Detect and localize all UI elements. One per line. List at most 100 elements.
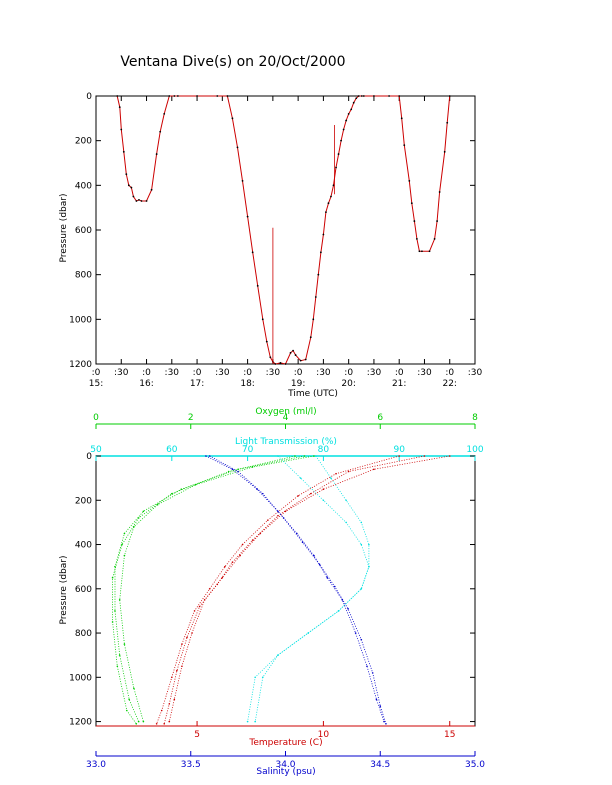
salinity-point-1-4 [301,541,304,544]
pressure-point-8 [135,200,138,202]
x-tick-label-2: :0 [142,368,151,378]
oxygen-profile-1 [112,455,296,725]
salinity-point-0-11 [383,720,385,723]
temperature-point-0-2 [322,488,325,490]
y-tick-label-3: 600 [75,226,92,236]
salinity-axis-label: Salinity (psu) [256,767,315,777]
pressure-point-53 [342,128,345,131]
transmission-point-1-8 [307,632,310,634]
x-tick-label-6: :0 [243,368,252,378]
temperature-point-0-5 [239,554,241,557]
pressure-point-20 [216,95,219,97]
temperature-point-2-3 [267,519,269,521]
oxygen-point-2-6 [118,599,121,601]
pressure-point-79 [448,95,451,97]
temperature-axis-label: Temperature (C) [248,738,322,748]
y-tick-label-2: 400 [75,181,92,191]
x-tick-label-4: :0 [193,368,202,378]
transmission-axis-label: Light Transmission (%) [235,437,337,447]
pressure-point-15 [163,112,166,115]
temperature-point-2-5 [224,565,226,568]
transmission-tick-label-5: 100 [466,445,483,455]
x-tick-label-5: :30 [215,368,230,378]
pressure-point-76 [438,191,441,193]
temperature-point-1-7 [198,605,201,608]
pressure-point-2 [120,128,123,131]
oxygen-point-2-5 [123,554,126,557]
oxygen-tick-label-0: 0 [93,413,99,423]
y-tick-label-1: 200 [75,137,92,147]
pressure-tick-label-0: 0 [86,452,92,462]
salinity-tick-label-0: 33.0 [86,760,106,770]
x-tick-hour-0: 15: [89,379,103,389]
oxygen-point-1-5 [111,576,114,579]
y-tick-label-4: 800 [75,271,92,281]
oxygen-tick-label-1: 2 [188,413,194,423]
transmission-point-1-0 [277,455,279,457]
x-tick-label-0: :0 [92,368,101,378]
y-tick-label-6: 1200 [69,360,92,370]
salinity-point-0-10 [375,698,378,701]
temperature-point-0-10 [173,698,176,701]
pressure-point-30 [269,356,272,359]
pressure-point-64 [398,95,401,97]
temperature-point-0-8 [191,632,193,634]
pressure-point-52 [340,139,342,142]
x-tick-label-15: :30 [468,368,483,378]
oxygen-point-0-7 [118,654,121,656]
pressure-point-34 [284,363,287,365]
pressure-point-19 [196,95,198,97]
pressure-point-45 [322,233,325,236]
transmission-point-0-3 [360,521,363,524]
pressure-point-57 [352,101,355,104]
salinity-point-1-7 [347,607,349,610]
pressure-point-16 [168,95,171,97]
temperature-point-1-6 [216,583,219,586]
oxygen-point-0-3 [142,510,145,513]
temperature-point-0-1 [373,468,375,471]
pressure-tick-label-4: 800 [75,629,92,639]
temperature-tick-label-2: 15 [444,730,455,740]
salinity-point-1-3 [282,517,285,519]
x-tick-label-1: :30 [114,368,129,378]
pressure-point-56 [350,108,353,111]
oxygen-point-1-7 [116,665,119,668]
salinity-tick-label-2: 34.0 [275,760,295,770]
temperature-point-1-8 [186,636,188,639]
pressure-point-65 [400,117,403,120]
transmission-point-1-9 [277,654,279,656]
oxygen-point-2-1 [251,466,254,468]
pressure-point-42 [314,296,317,298]
pressure-point-62 [373,95,375,97]
pressure-point-71 [418,250,421,253]
transmission-point-1-4 [360,543,363,546]
x-tick-label-10: :0 [344,368,353,378]
transmission-point-0-1 [330,477,332,479]
pressure-tick-label-6: 1200 [69,718,92,728]
pressure-point-70 [415,238,418,240]
oxygen-point-0-0 [303,455,306,457]
pressure-series-0 [116,95,451,365]
transmission-point-1-7 [337,610,340,612]
salinity-point-1-5 [318,563,321,566]
pressure-point-59 [357,95,360,97]
temperature-profile-1 [163,455,425,724]
pressure-point-26 [251,251,254,254]
pressure-point-27 [256,284,259,287]
x-tick-hour-8: 19: [291,379,305,389]
transmission-tick-label-4: 90 [393,445,405,455]
salinity-point-1-11 [385,722,387,725]
pressure-point-4 [125,173,128,176]
temperature-point-0-11 [168,720,171,723]
pressure-point-39 [304,358,307,361]
oxygen-point-1-8 [125,709,128,712]
pressure-point-66 [403,144,406,147]
oxygen-point-2-4 [133,526,135,528]
oxygen-point-1-9 [135,722,138,725]
pressure-tick-label-2: 400 [75,541,92,551]
bottom-plot-frame [95,455,476,727]
transmission-tick-label-0: 50 [90,445,102,455]
temperature-point-0-0 [448,455,451,457]
transmission-point-1-3 [345,521,347,524]
